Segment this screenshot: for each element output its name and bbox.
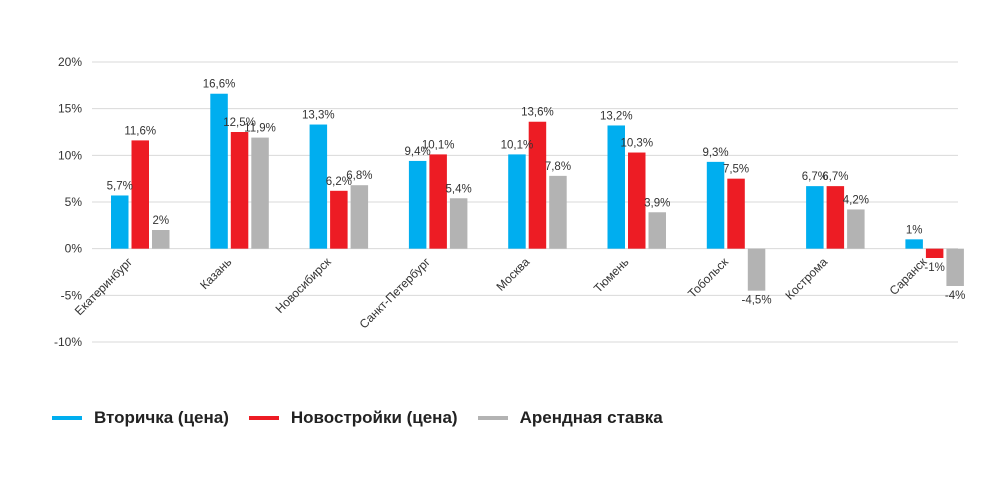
category-label: Тюмень xyxy=(591,255,632,296)
data-label: 7,5% xyxy=(723,164,749,176)
y-tick-label: 10% xyxy=(58,148,82,162)
bar-0-0 xyxy=(111,195,129,249)
data-label: 6,8% xyxy=(346,170,372,182)
data-label: 5,4% xyxy=(446,183,472,195)
bar-2-4 xyxy=(549,175,567,249)
data-label: 6,7% xyxy=(802,171,828,183)
legend-item-new-builds: Новостройки (цена) xyxy=(248,408,458,428)
bar-1-5 xyxy=(628,152,646,249)
category-labels: Екатеринбург Казань Новосибирск Санкт-Петер… xyxy=(72,254,930,331)
data-label: 6,2% xyxy=(326,176,352,188)
category-label: Москва xyxy=(493,255,532,294)
data-label: 5,7% xyxy=(107,180,133,192)
bar-2-2 xyxy=(350,185,369,249)
bar-0-6 xyxy=(706,161,725,249)
bar-1-3 xyxy=(429,154,447,249)
category-label: Екатеринбург xyxy=(72,254,136,318)
y-axis-ticks: 20% 15% 10% 5% 0% -5% -10% xyxy=(54,55,82,349)
bar-0-4 xyxy=(508,154,526,249)
bar-2-8 xyxy=(946,248,964,286)
y-tick-label: -10% xyxy=(54,335,82,349)
data-label: -1% xyxy=(924,262,944,274)
legend: Вторичка (цена) Новостройки (цена) Аренд… xyxy=(52,408,683,428)
legend-label-rent: Арендная ставка xyxy=(519,408,663,427)
data-label: -4% xyxy=(945,290,965,302)
bar-1-4 xyxy=(528,121,547,249)
data-label: 11,6% xyxy=(124,125,156,137)
data-label: 10,1% xyxy=(501,139,534,151)
category-label: Санкт-Петербург xyxy=(357,254,434,331)
data-label: 7,8% xyxy=(545,161,571,173)
bars xyxy=(111,93,964,291)
legend-swatch-rent xyxy=(477,416,508,420)
bar-2-5 xyxy=(648,212,666,249)
data-label: 1% xyxy=(906,224,923,236)
data-label: 12,5% xyxy=(223,117,256,129)
data-label: -4,5% xyxy=(742,295,772,307)
bar-1-2 xyxy=(330,190,348,249)
data-label: 6,7% xyxy=(822,171,848,183)
data-label: 4,2% xyxy=(843,194,869,206)
data-label: 3,9% xyxy=(644,197,670,209)
legend-label-secondary: Вторичка (цена) xyxy=(94,408,229,427)
bar-2-0 xyxy=(152,230,170,249)
bar-1-7 xyxy=(826,186,845,249)
bar-2-7 xyxy=(847,209,865,249)
data-label: 9,3% xyxy=(702,147,728,159)
bar-2-6 xyxy=(747,248,766,291)
bar-0-7 xyxy=(806,186,824,249)
y-tick-label: 0% xyxy=(65,242,83,256)
data-label: 11,9% xyxy=(244,123,276,135)
bar-2-3 xyxy=(449,198,468,249)
bar-1-6 xyxy=(727,178,745,249)
legend-swatch-new-builds xyxy=(248,416,279,420)
bar-0-2 xyxy=(309,124,328,249)
legend-item-secondary: Вторичка (цена) xyxy=(52,408,229,428)
data-label: 13,3% xyxy=(302,110,335,122)
category-label: Саранск xyxy=(887,254,930,297)
category-label: Тобольск xyxy=(685,254,731,300)
bar-chart: 20% 15% 10% 5% 0% -5% -10% 5,7% 11,6% 2% 16,6% 12,… xyxy=(54,55,966,349)
legend-item-rent: Арендная ставка xyxy=(477,408,663,428)
data-labels: 5,7% 11,6% 2% 16,6% 12,5%11,9% 13,3% 6,2%6,8% 9… xyxy=(107,79,966,307)
data-label: 13,2% xyxy=(600,110,633,122)
legend-label-new-builds: Новостройки (цена) xyxy=(290,408,458,427)
bar-0-8 xyxy=(905,239,923,249)
data-label: 16,6% xyxy=(203,79,236,91)
bar-1-1 xyxy=(230,132,249,249)
data-label: 10,3% xyxy=(620,138,653,150)
data-label: 13,6% xyxy=(521,107,554,119)
bar-1-0 xyxy=(131,140,149,249)
data-label: 10,1% xyxy=(422,139,455,151)
category-label: Новосибирск xyxy=(273,254,335,316)
y-tick-label: 20% xyxy=(58,55,82,69)
y-tick-label: 15% xyxy=(58,102,82,116)
bar-0-5 xyxy=(607,125,625,249)
data-label: 2% xyxy=(152,215,169,227)
bar-0-1 xyxy=(210,93,228,249)
category-label: Казань xyxy=(197,255,234,292)
y-tick-label: 5% xyxy=(65,195,83,209)
data-label: 9,4% xyxy=(405,146,431,158)
bar-1-8 xyxy=(925,248,944,258)
legend-swatch-secondary xyxy=(52,416,82,420)
y-tick-label: -5% xyxy=(61,288,83,302)
bar-2-1 xyxy=(251,137,269,249)
bar-0-3 xyxy=(408,160,427,249)
